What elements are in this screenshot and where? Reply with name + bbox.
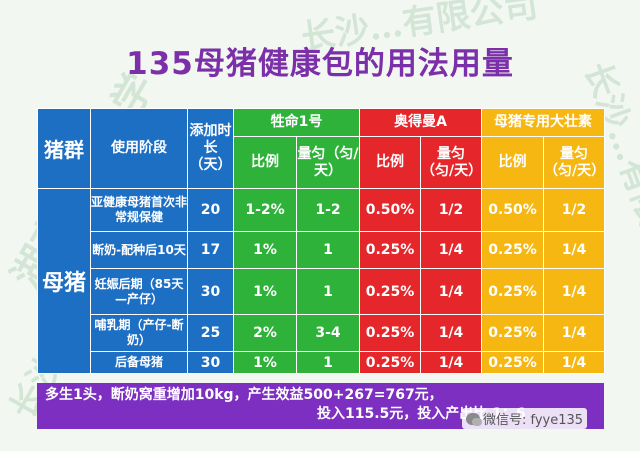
p1-ratio-cell: 1% bbox=[233, 268, 297, 315]
p1-dose-cell: 1-2 bbox=[296, 188, 360, 232]
p3-ratio-cell: 0.25% bbox=[481, 314, 544, 352]
p3-ratio-cell: 0.25% bbox=[481, 231, 544, 269]
days-cell: 20 bbox=[187, 188, 234, 232]
days-cell: 30 bbox=[187, 351, 234, 374]
p2-dose-cell: 1/4 bbox=[420, 314, 482, 352]
header-ratio: 比例 bbox=[359, 136, 421, 189]
p3-dose-cell: 1/4 bbox=[543, 314, 605, 352]
p3-dose-cell: 1/4 bbox=[543, 268, 605, 315]
p1-ratio-cell: 1% bbox=[233, 231, 297, 269]
stage-cell: 哺乳期（产仔-断奶） bbox=[90, 314, 188, 352]
header-dose: 量匀（匀/天） bbox=[543, 136, 605, 189]
p3-ratio-cell: 0.50% bbox=[481, 188, 544, 232]
benefit-line-1: 多生1头，断奶窝重增加10kg，产生效益500+267=767元， bbox=[45, 387, 443, 403]
p3-dose-cell: 1/4 bbox=[543, 231, 605, 269]
p3-ratio-cell: 0.25% bbox=[481, 268, 544, 315]
stage-cell: 后备母猪 bbox=[90, 351, 188, 374]
days-cell: 30 bbox=[187, 268, 234, 315]
table-row: 母猪 亚健康母猪首次非常规保健 20 1-2% 1-2 0.50% 1/2 0.… bbox=[37, 188, 605, 374]
p3-dose-cell: 1/4 bbox=[543, 351, 605, 374]
group-name: 母猪 bbox=[37, 188, 91, 374]
wechat-watermark: 微信号: fyye135 bbox=[462, 408, 588, 429]
p3-dose-cell: 1/2 bbox=[543, 188, 605, 232]
header-group: 猪群 bbox=[37, 108, 91, 189]
p1-dose-cell: 1 bbox=[296, 231, 360, 269]
table-row: 妊娠后期（85天—产仔） 30 1% 1 0.25% 1/4 0.25% 1/4 bbox=[38, 268, 605, 315]
page-title: 135母猪健康包的用法用量 bbox=[126, 46, 514, 82]
table-row: 断奶-配种后10天 17 1% 1 0.25% 1/4 0.25% 1/4 bbox=[38, 231, 605, 269]
stage-cell: 亚健康母猪首次非常规保健 bbox=[90, 188, 188, 232]
header-ratio: 比例 bbox=[481, 136, 544, 189]
p1-dose-cell: 3-4 bbox=[296, 314, 360, 352]
header-product-1: 牲命1号 bbox=[233, 108, 360, 137]
p2-ratio-cell: 0.25% bbox=[359, 314, 421, 352]
p3-ratio-cell: 0.25% bbox=[481, 351, 544, 374]
p2-ratio-cell: 0.25% bbox=[359, 231, 421, 269]
wechat-icon bbox=[466, 412, 482, 426]
p1-dose-cell: 1 bbox=[296, 268, 360, 315]
p1-ratio-cell: 1-2% bbox=[233, 188, 297, 232]
p1-ratio-cell: 2% bbox=[233, 314, 297, 352]
header-dose: 量匀（匀/天） bbox=[420, 136, 482, 189]
days-cell: 17 bbox=[187, 231, 234, 269]
p1-dose-cell: 1 bbox=[296, 351, 360, 374]
p2-dose-cell: 1/2 bbox=[420, 188, 482, 232]
p2-ratio-cell: 0.50% bbox=[359, 188, 421, 232]
header-duration: 添加时长（天） bbox=[187, 108, 234, 189]
p2-dose-cell: 1/4 bbox=[420, 268, 482, 315]
p2-ratio-cell: 0.25% bbox=[359, 268, 421, 315]
header-product-2: 奥得曼A bbox=[359, 108, 482, 137]
header-stage: 使用阶段 bbox=[90, 108, 188, 189]
dosage-table: 猪群 使用阶段 添加时长（天） 牲命1号 奥得曼A 母猪专用大壮素 比例 量匀（… bbox=[37, 108, 605, 374]
p1-ratio-cell: 1% bbox=[233, 351, 297, 374]
table-row: 后备母猪 30 1% 1 0.25% 1/4 0.25% 1/4 bbox=[38, 351, 605, 374]
p2-ratio-cell: 0.25% bbox=[359, 351, 421, 374]
header-ratio: 比例 bbox=[233, 136, 297, 189]
days-cell: 25 bbox=[187, 314, 234, 352]
stage-cell: 妊娠后期（85天—产仔） bbox=[90, 268, 188, 315]
header-dose: 量匀（匀/天） bbox=[296, 136, 360, 189]
p2-dose-cell: 1/4 bbox=[420, 351, 482, 374]
header-product-3: 母猪专用大壮素 bbox=[481, 108, 605, 137]
wechat-id: 微信号: fyye135 bbox=[483, 413, 584, 428]
stage-cell: 断奶-配种后10天 bbox=[90, 231, 188, 269]
table-row: 哺乳期（产仔-断奶） 25 2% 3-4 0.25% 1/4 0.25% 1/4 bbox=[38, 314, 605, 352]
p2-dose-cell: 1/4 bbox=[420, 231, 482, 269]
